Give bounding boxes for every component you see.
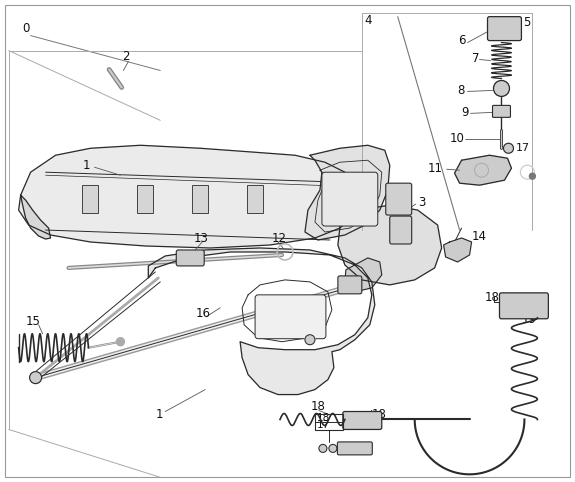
FancyBboxPatch shape [390,216,412,244]
Circle shape [504,143,513,153]
Text: 16: 16 [196,308,210,321]
Circle shape [116,338,124,346]
FancyBboxPatch shape [500,293,549,319]
Bar [192,185,208,213]
Text: 3: 3 [417,196,425,209]
Text: 18: 18 [311,400,326,413]
Text: 17: 17 [515,143,530,153]
Text: 6: 6 [459,34,466,47]
Polygon shape [345,258,382,292]
Circle shape [493,80,509,96]
Bar [247,185,263,213]
Bar [137,185,154,213]
FancyBboxPatch shape [177,250,204,266]
Text: 17: 17 [317,420,330,430]
Text: 1: 1 [82,159,90,172]
Text: 8: 8 [458,84,465,97]
Text: 7: 7 [472,52,479,65]
Text: 11: 11 [428,161,443,174]
Text: 18: 18 [372,408,386,421]
Circle shape [30,372,41,384]
Text: 15: 15 [26,315,40,328]
Text: 14: 14 [472,229,486,242]
Polygon shape [148,248,375,395]
Polygon shape [338,205,442,285]
Polygon shape [334,182,360,215]
Circle shape [305,335,315,345]
FancyBboxPatch shape [338,276,362,294]
FancyBboxPatch shape [488,17,522,40]
FancyBboxPatch shape [493,106,511,117]
Text: 18: 18 [317,414,330,424]
Polygon shape [18,145,358,248]
Polygon shape [21,195,51,239]
Polygon shape [444,238,472,262]
Text: 13: 13 [193,231,208,244]
Text: 19: 19 [522,313,536,326]
Bar [82,185,98,213]
FancyBboxPatch shape [255,295,326,339]
FancyBboxPatch shape [343,412,382,429]
Text: 4: 4 [365,14,373,27]
Circle shape [319,444,327,453]
Text: 12: 12 [272,231,287,244]
FancyBboxPatch shape [386,183,412,215]
Circle shape [530,173,535,179]
Text: 5: 5 [523,16,531,29]
Text: 18: 18 [485,291,500,304]
Polygon shape [305,145,390,240]
Text: 1: 1 [155,408,163,421]
FancyBboxPatch shape [338,442,372,455]
FancyBboxPatch shape [322,172,378,226]
Polygon shape [455,155,511,185]
Text: 2: 2 [122,50,130,63]
Bar [315,415,343,430]
Text: 10: 10 [450,132,465,145]
Circle shape [329,444,337,453]
Text: 0: 0 [22,22,30,35]
Text: 9: 9 [462,106,469,119]
